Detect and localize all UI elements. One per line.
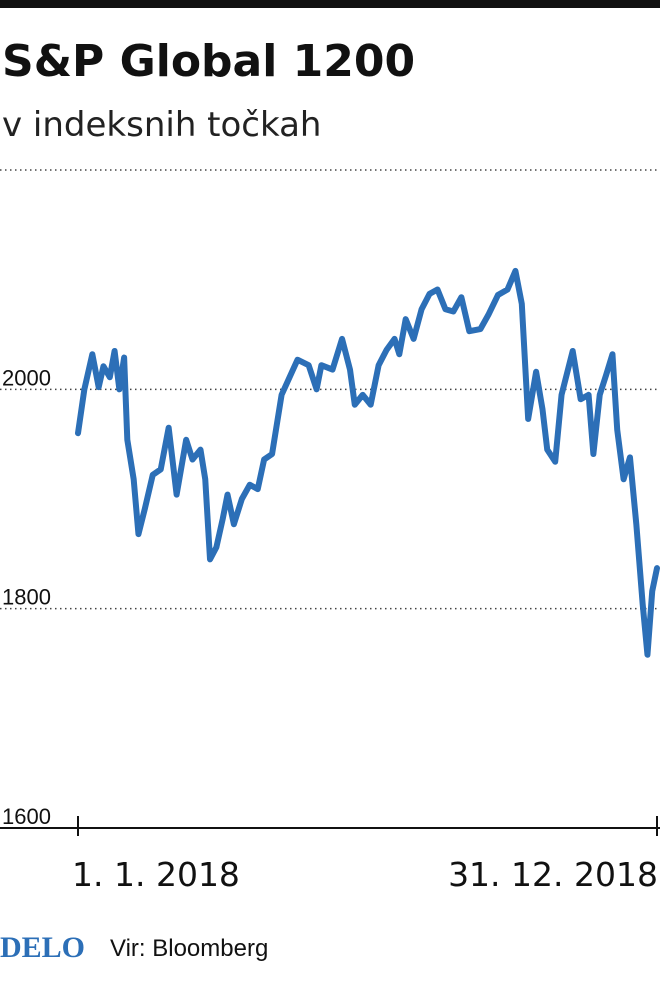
y-tick-label: 2000: [2, 365, 51, 390]
chart-title: S&P Global 1200: [2, 36, 415, 87]
chart-subtitle: v indeksnih točkah: [2, 105, 321, 145]
line-series: [75, 267, 660, 658]
source: Vir: Bloomberg: [110, 935, 268, 962]
logo: DELO: [0, 931, 85, 964]
x-tick-label: 31. 12. 2018: [448, 855, 658, 894]
y-tick-label: 1800: [2, 585, 51, 610]
top-bar: [0, 0, 660, 8]
y-tick-label: 1600: [2, 804, 51, 829]
x-tick-label: 1. 1. 2018: [72, 855, 240, 894]
